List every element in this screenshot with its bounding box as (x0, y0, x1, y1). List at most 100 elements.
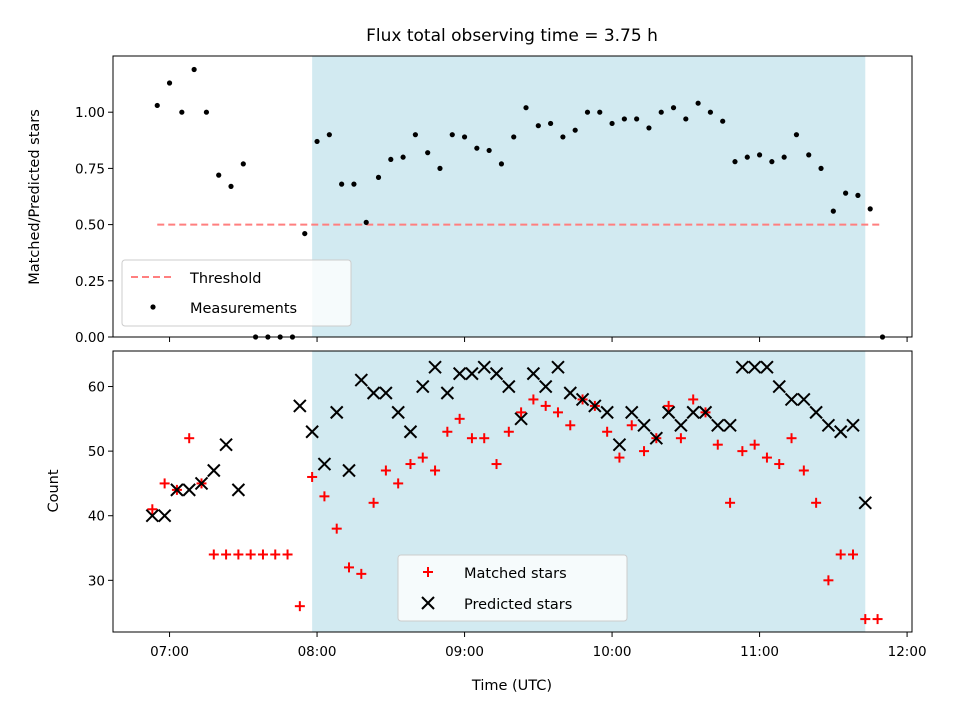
measurement-point (560, 134, 566, 140)
predicted-star-point (465, 366, 479, 381)
predicted-star-point (538, 379, 553, 394)
predicted-star-point (379, 386, 393, 400)
predicted-star-point (514, 412, 528, 426)
matched-star-point (184, 433, 195, 444)
matched-star-point (761, 452, 772, 463)
measurement-point (720, 118, 726, 124)
measurement-point (154, 102, 160, 109)
predicted-star-point (588, 399, 602, 413)
matched-star-point (552, 407, 563, 418)
predicted-star-point (760, 360, 774, 374)
predicted-star-point (674, 418, 688, 432)
ratio-axes-frame (112, 55, 913, 338)
matched-star-point (811, 497, 822, 508)
measurement-point (314, 138, 320, 145)
ratio-y-tick-label: 0.25 (75, 274, 105, 290)
measurement-point (166, 80, 173, 86)
predicted-star-point (809, 405, 823, 420)
measurement-point (437, 165, 443, 171)
matched-star-point (466, 433, 477, 444)
measurement-point (806, 152, 812, 158)
predicted-star-point (194, 476, 209, 491)
matched-star-point (159, 478, 170, 489)
ratio-panel: Matched/Predicted stars 0.00 0.25 0.50 0.75… (27, 55, 913, 346)
predicted-star-point (145, 509, 160, 523)
matched-star-point (860, 614, 871, 625)
measurement-point (584, 109, 591, 115)
matched-star-point (417, 452, 428, 463)
measurement-point (425, 150, 431, 156)
count-y-tick-label: 30 (88, 573, 105, 589)
predicted-star-point (833, 425, 848, 439)
predicted-star-point (489, 366, 504, 381)
predicted-star-point (305, 425, 319, 439)
predicted-star-point (182, 483, 196, 497)
predicted-star-point (649, 431, 664, 445)
count-y-tick-label: 60 (88, 380, 105, 396)
measurement-point (449, 132, 455, 138)
predicted-star-point (440, 386, 455, 400)
predicted-star-point (698, 405, 713, 420)
ratio-legend-box (121, 259, 352, 327)
matched-star-point (344, 562, 355, 573)
measurement-point (179, 109, 185, 115)
ratio-legend: Threshold Measurements (121, 259, 352, 327)
measurement-point (634, 116, 640, 122)
measurement-point (461, 134, 468, 140)
matched-star-point (147, 504, 158, 515)
count-x-tick-label: 09:00 (445, 644, 484, 660)
predicted-star-point (637, 418, 651, 432)
measurement-point (670, 105, 677, 111)
matched-star-point (712, 439, 723, 450)
measurement-point (548, 120, 554, 127)
predicted-legend-swatch (421, 596, 435, 610)
measurement-point (191, 66, 197, 73)
measurement-point (707, 109, 714, 115)
count-y-tick-label: 50 (88, 444, 105, 460)
measurement-point (855, 192, 861, 198)
measurement-point (744, 154, 750, 160)
ratio-plot-area (154, 56, 886, 340)
measurement-point (228, 183, 234, 189)
predicted-star-point (317, 457, 332, 471)
measurement-point (867, 206, 873, 212)
measurement-point (535, 123, 541, 129)
predicted-star-point (330, 405, 344, 420)
matched-star-point (774, 459, 785, 470)
count-y-ticks: 30 40 50 60 (88, 380, 113, 589)
matched-star-point (688, 394, 699, 405)
matched-star-point (405, 459, 416, 470)
predicted-star-point (772, 379, 786, 394)
matched-star-point (749, 439, 760, 450)
matched-star-point (454, 413, 465, 424)
matched-star-point (528, 394, 539, 405)
measurement-point (597, 109, 603, 115)
measurements-legend-label: Measurements (190, 301, 297, 317)
measurement-point (732, 159, 738, 165)
matched-star-point (725, 497, 736, 508)
measurement-point (412, 132, 418, 138)
matched-star-point (368, 497, 379, 508)
measurement-point (621, 116, 627, 122)
matched-star-point (626, 420, 637, 431)
predicted-star-point (502, 379, 516, 394)
measurement-point (572, 127, 578, 133)
matched-star-point (257, 549, 268, 560)
threshold-legend-label: Threshold (189, 271, 261, 287)
measurement-point (756, 152, 763, 158)
count-x-ticks: 07:00 08:00 09:00 10:00 11:00 12:00 (150, 632, 927, 660)
measurement-point (498, 161, 505, 167)
measurement-point (658, 109, 664, 115)
count-x-tick-label: 10:00 (593, 644, 632, 660)
matched-star-point (503, 426, 514, 437)
measurement-point (793, 132, 800, 138)
matched-star-point (393, 478, 404, 489)
predicted-star-point (219, 437, 233, 452)
measurement-point (326, 132, 332, 138)
predicted-star-point (403, 425, 418, 439)
matched-star-point (516, 407, 527, 418)
measurements-legend-swatch (150, 304, 156, 310)
matched-star-point (602, 426, 613, 437)
measurement-point (609, 120, 615, 127)
ratio-y-ticks: 0.00 0.25 0.50 0.75 1.00 (75, 105, 113, 346)
